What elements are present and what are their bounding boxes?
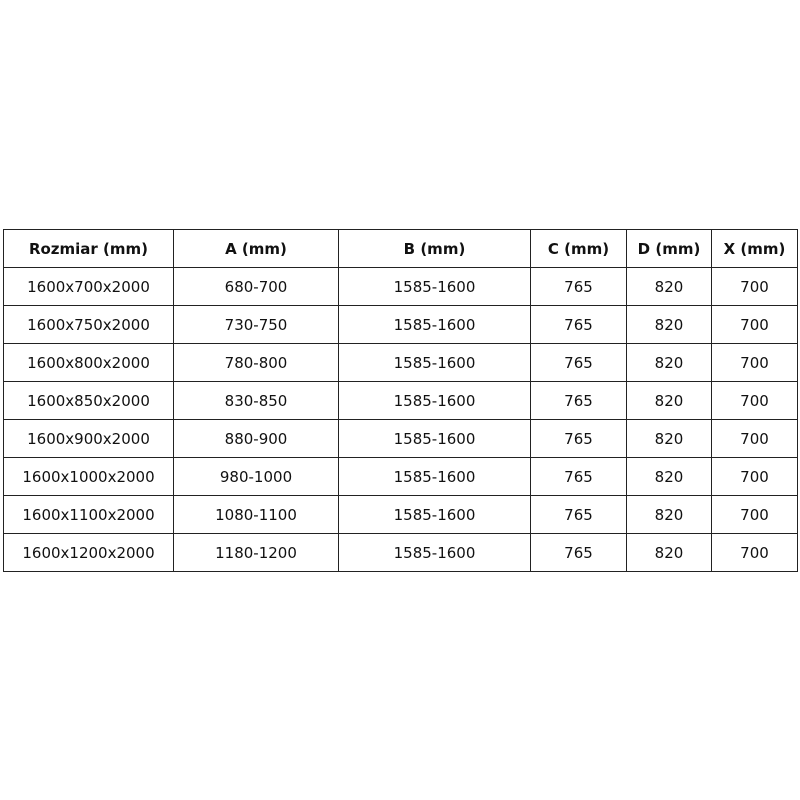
table-cell: 1080-1100 [173, 495, 339, 534]
table-row: 1600x750x2000 730-750 1585-1600 765 820 700 [3, 305, 798, 344]
table-cell: 700 [711, 343, 798, 382]
table-cell: 1585-1600 [338, 267, 531, 306]
table-row: 1600x900x2000 880-900 1585-1600 765 820 700 [3, 419, 798, 458]
column-header: B (mm) [338, 229, 531, 268]
table-cell: 820 [626, 495, 712, 534]
header-row: Rozmiar (mm) A (mm) B (mm) C (mm) D (mm) X (m… [3, 229, 798, 268]
column-header: Rozmiar (mm) [3, 229, 174, 268]
table-cell: 1585-1600 [338, 495, 531, 534]
table-cell: 1600x850x2000 [3, 381, 174, 420]
table-row: 1600x850x2000 830-850 1585-1600 765 820 700 [3, 381, 798, 420]
table-cell: 820 [626, 381, 712, 420]
table-cell: 830-850 [173, 381, 339, 420]
table-cell: 820 [626, 457, 712, 496]
table-cell: 1585-1600 [338, 419, 531, 458]
table-cell: 765 [530, 533, 627, 572]
table-cell: 1600x900x2000 [3, 419, 174, 458]
table-cell: 765 [530, 305, 627, 344]
table-cell: 700 [711, 457, 798, 496]
table-cell: 1180-1200 [173, 533, 339, 572]
table-cell: 765 [530, 495, 627, 534]
table-cell: 820 [626, 343, 712, 382]
table-cell: 820 [626, 419, 712, 458]
column-header: D (mm) [626, 229, 712, 268]
table-cell: 1585-1600 [338, 381, 531, 420]
table-row: 1600x1100x2000 1080-1100 1585-1600 765 820 70… [3, 495, 798, 534]
table-cell: 1600x1100x2000 [3, 495, 174, 534]
table-cell: 700 [711, 495, 798, 534]
table-cell: 765 [530, 381, 627, 420]
table-cell: 1600x1200x2000 [3, 533, 174, 572]
table-cell: 765 [530, 457, 627, 496]
table-cell: 765 [530, 343, 627, 382]
table-cell: 1600x700x2000 [3, 267, 174, 306]
table-cell: 820 [626, 533, 712, 572]
table-cell: 1585-1600 [338, 533, 531, 572]
table-cell: 1600x750x2000 [3, 305, 174, 344]
table-cell: 1600x800x2000 [3, 343, 174, 382]
table-row: 1600x800x2000 780-800 1585-1600 765 820 700 [3, 343, 798, 382]
column-header: C (mm) [530, 229, 627, 268]
table-cell: 700 [711, 305, 798, 344]
table-cell: 700 [711, 533, 798, 572]
table-cell: 765 [530, 419, 627, 458]
table-cell: 880-900 [173, 419, 339, 458]
table-cell: 780-800 [173, 343, 339, 382]
dimensions-table: Rozmiar (mm) A (mm) B (mm) C (mm) D (mm) X (m… [3, 229, 798, 572]
table-cell: 730-750 [173, 305, 339, 344]
column-header: A (mm) [173, 229, 339, 268]
table-cell: 1585-1600 [338, 457, 531, 496]
table-cell: 700 [711, 381, 798, 420]
table-cell: 980-1000 [173, 457, 339, 496]
table-cell: 700 [711, 419, 798, 458]
table-cell: 820 [626, 305, 712, 344]
table-cell: 1585-1600 [338, 343, 531, 382]
table-row: 1600x1000x2000 980-1000 1585-1600 765 820 700 [3, 457, 798, 496]
table-cell: 680-700 [173, 267, 339, 306]
table-cell: 820 [626, 267, 712, 306]
table-row: 1600x700x2000 680-700 1585-1600 765 820 700 [3, 267, 798, 306]
table-cell: 765 [530, 267, 627, 306]
table-row: 1600x1200x2000 1180-1200 1585-1600 765 820 70… [3, 533, 798, 572]
table-cell: 1600x1000x2000 [3, 457, 174, 496]
table-cell: 700 [711, 267, 798, 306]
column-header: X (mm) [711, 229, 798, 268]
table-cell: 1585-1600 [338, 305, 531, 344]
